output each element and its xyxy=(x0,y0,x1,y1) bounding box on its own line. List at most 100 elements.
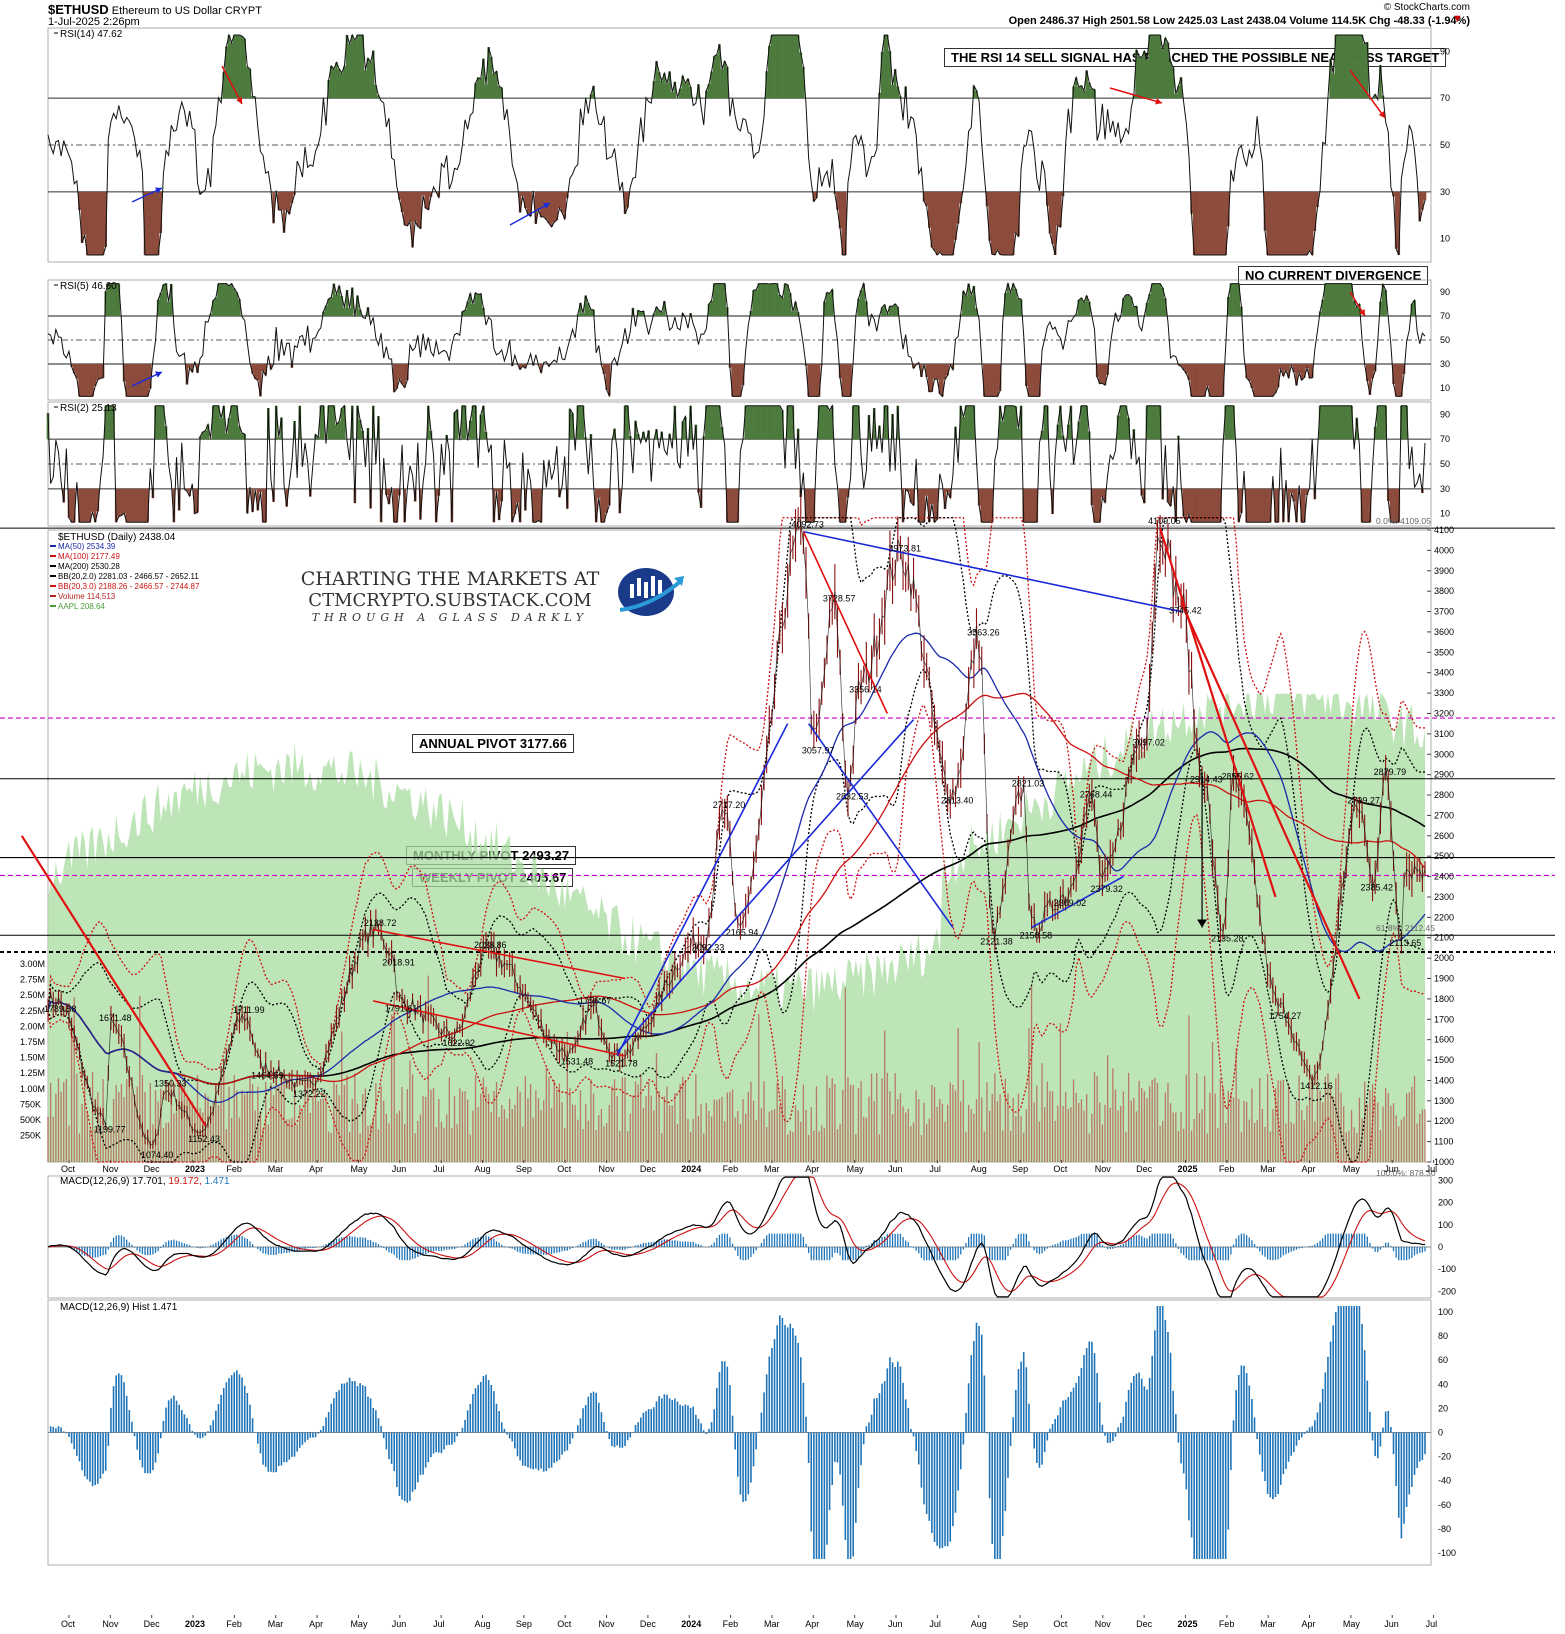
drop-line-2025-b xyxy=(1180,601,1361,1000)
stockcharts-credit: © StockCharts.com xyxy=(1383,2,1470,13)
price-point-label: 3973.81 xyxy=(888,544,921,554)
rsi-tick-label: 10 xyxy=(1440,234,1450,244)
price-point-label: 2855.62 xyxy=(1222,772,1255,782)
rsi14-note: THE RSI 14 SELL SIGNAL HAS REACHED THE P… xyxy=(944,48,1447,67)
price-point-label: 1350.33 xyxy=(154,1079,187,1089)
x-tick-label: Feb xyxy=(1219,1619,1235,1629)
price-tick-label: 3400 xyxy=(1434,668,1454,678)
price-tick-label: 3300 xyxy=(1434,688,1454,698)
price-point-label: 3728.57 xyxy=(823,594,856,604)
price-tick-label: 2400 xyxy=(1434,872,1454,882)
volume-tick-label: 2.75M xyxy=(20,975,45,985)
price-tick-label: 1800 xyxy=(1434,994,1454,1004)
drop-line-2025 xyxy=(1159,527,1277,898)
hist-tick-label: -60 xyxy=(1438,1500,1451,1510)
x-tick-label: Aug xyxy=(474,1619,490,1629)
rsi-tick-label: 30 xyxy=(1440,187,1450,197)
x-tick-label: Jul xyxy=(1426,1619,1438,1629)
rsi14-buy-arrow-2-head xyxy=(155,187,162,194)
x-tick-label: Jun xyxy=(888,1164,903,1174)
x-tick-label: Jun xyxy=(1384,1164,1399,1174)
price-close-line xyxy=(47,518,1426,1146)
x-tick-label: Jul xyxy=(929,1619,941,1629)
x-tick-label: May xyxy=(1343,1619,1361,1629)
rsi-tick-label: 70 xyxy=(1440,93,1450,103)
price-point-label: 2165.94 xyxy=(726,927,759,937)
panel-frame-macd xyxy=(47,1175,1432,1299)
volume-tick-label: 2.50M xyxy=(20,990,45,1000)
x-tick-label: Nov xyxy=(599,1164,616,1174)
rsi-tick-label: 50 xyxy=(1440,140,1450,150)
price-tick-label: 1200 xyxy=(1434,1116,1454,1126)
x-tick-label: 2023 xyxy=(185,1619,205,1629)
target-line xyxy=(807,723,954,929)
label-layer: 10 30 50 70 90 RSI(14) 47.62 10 30 50 70 90 RSI(5) … xyxy=(20,29,1456,1629)
price-point-label: 2813.40 xyxy=(941,795,974,805)
volume-tick-label: 1.25M xyxy=(20,1068,45,1078)
macd-title-part: MACD(12,26,9) xyxy=(60,1176,129,1187)
price-tick-label: 1600 xyxy=(1434,1035,1454,1045)
x-tick-label: Feb xyxy=(226,1619,242,1629)
hist-tick-label: 100 xyxy=(1438,1307,1453,1317)
hist-tick-label: 20 xyxy=(1438,1403,1448,1413)
price-tick-label: 3700 xyxy=(1434,607,1454,617)
legend-label: BB(20,2.0) 2281.03 - 2466.57 - 2652.11 xyxy=(58,572,199,581)
macd-tick-label: 300 xyxy=(1438,1175,1453,1185)
price-point-label: 2914.43 xyxy=(1190,775,1223,785)
falling-wedge-top xyxy=(373,928,626,980)
hist-tick-label: 40 xyxy=(1438,1379,1448,1389)
price-point-label: 2385.42 xyxy=(1361,883,1394,893)
rising-channel-b xyxy=(616,719,915,1053)
volume-tick-label: 1.75M xyxy=(20,1037,45,1047)
x-tick-label: Aug xyxy=(971,1619,987,1629)
price-point-label: 3356.14 xyxy=(849,685,882,695)
rsi-overbought-fill xyxy=(104,283,1416,316)
branding-line-3: THROUGH A GLASS DARKLY xyxy=(311,611,589,624)
x-tick-label: Mar xyxy=(1260,1619,1276,1629)
price-title: $ETHUSD (Daily) 2438.04 xyxy=(58,532,176,543)
bb2-upper xyxy=(47,517,1426,1085)
x-tick-label: Mar xyxy=(268,1164,284,1174)
price-point-label: 3057.97 xyxy=(802,745,835,755)
x-tick-label: Sep xyxy=(1012,1164,1028,1174)
top-resistance-line xyxy=(803,530,1182,613)
falling-wedge-bottom xyxy=(373,1000,626,1057)
macd-hist-bars xyxy=(49,1306,1426,1559)
macd-title-part: 19.172, xyxy=(166,1176,202,1187)
macd-hist-inline xyxy=(49,1233,1426,1261)
drop-line-2024 xyxy=(802,531,889,714)
x-tick-label: Apr xyxy=(1302,1619,1316,1629)
x-tick-label: 2024 xyxy=(681,1164,701,1174)
volume-tick-label: 750K xyxy=(20,1099,41,1109)
rsi-oversold-fill xyxy=(78,191,1427,255)
x-tick-label: Sep xyxy=(1012,1619,1028,1629)
price-point-label: 3745.42 xyxy=(1169,605,1202,615)
price-point-label: 1372.22 xyxy=(293,1089,326,1099)
price-tick-label: 3600 xyxy=(1434,627,1454,637)
macd-tick-label: 0 xyxy=(1438,1242,1443,1252)
rsi-tick-label: 50 xyxy=(1440,335,1450,345)
x-tick-label: Aug xyxy=(971,1164,987,1174)
price-point-label: 1152.43 xyxy=(188,1134,220,1144)
x-tick-label: Apr xyxy=(805,1164,819,1174)
hist-title: MACD(12,26,9) Hist 1.471 xyxy=(60,1302,178,1313)
price-point-label: 1671.48 xyxy=(99,1013,132,1023)
price-tick-label: 4000 xyxy=(1434,545,1454,555)
legend-label: BB(20,3.0) 2188.26 - 2466.57 - 2744.87 xyxy=(58,582,200,591)
macd-line xyxy=(47,1176,1426,1298)
x-tick-label: 2024 xyxy=(681,1619,701,1629)
price-tick-label: 1400 xyxy=(1434,1075,1454,1085)
rsi-tick-label: 90 xyxy=(1440,46,1450,56)
x-tick-label: Oct xyxy=(1053,1619,1068,1629)
price-point-label: 2821.03 xyxy=(1012,779,1045,789)
rsi-overbought-fill xyxy=(46,405,1408,440)
price-tick-label: 2300 xyxy=(1434,892,1454,902)
volume-tick-label: 1.50M xyxy=(20,1053,45,1063)
x-tick-label: Aug xyxy=(474,1164,490,1174)
x-tick-label: Dec xyxy=(144,1164,161,1174)
hist-tick-label: -40 xyxy=(1438,1476,1451,1486)
rsi-tick-label: 10 xyxy=(1440,509,1450,519)
symbol: $ETHUSD xyxy=(48,2,109,17)
ma50-line xyxy=(47,632,1426,1104)
x-tick-label: Jun xyxy=(1384,1619,1399,1629)
